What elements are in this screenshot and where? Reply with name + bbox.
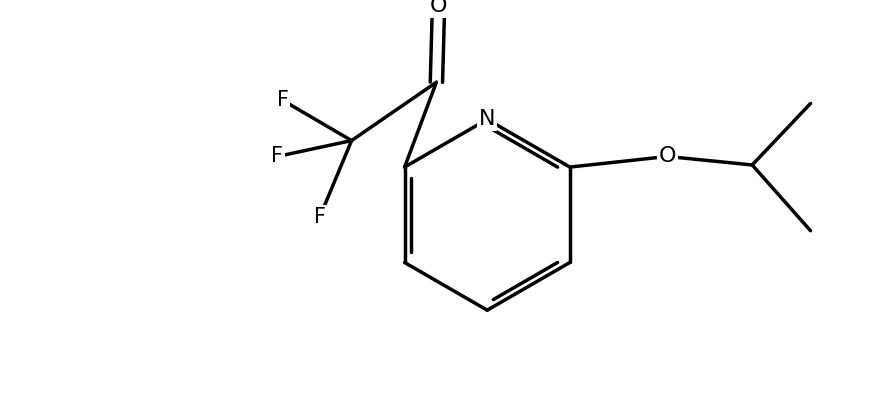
Text: F: F (277, 90, 289, 110)
Text: O: O (430, 0, 447, 16)
Text: F: F (314, 207, 326, 227)
Text: N: N (479, 109, 495, 129)
Text: F: F (271, 147, 283, 166)
Text: O: O (659, 147, 676, 166)
